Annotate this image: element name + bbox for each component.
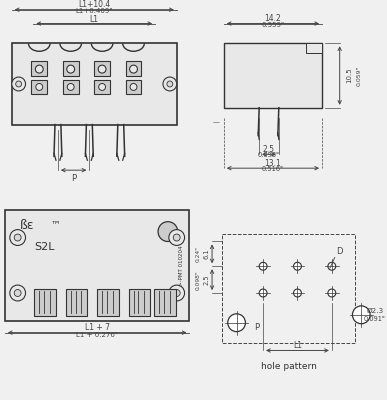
Bar [63, 61, 79, 76]
Bar [154, 289, 176, 316]
Circle shape [169, 230, 185, 246]
Circle shape [259, 262, 267, 270]
Bar [66, 289, 87, 316]
Circle shape [158, 222, 178, 242]
Circle shape [67, 65, 75, 73]
Text: ™: ™ [50, 219, 60, 229]
Circle shape [163, 77, 177, 91]
Bar [306, 43, 322, 53]
Bar [31, 61, 47, 76]
Circle shape [173, 234, 180, 241]
Bar [94, 61, 110, 76]
Circle shape [35, 65, 43, 73]
Text: L1: L1 [90, 15, 99, 24]
Text: D: D [336, 247, 343, 256]
Text: hole pattern: hole pattern [261, 362, 317, 371]
Text: Ø2.3: Ø2.3 [366, 308, 384, 314]
Circle shape [10, 230, 26, 246]
Text: P: P [71, 174, 76, 182]
Circle shape [14, 234, 21, 241]
Text: P: P [253, 323, 259, 332]
Text: 10.5: 10.5 [346, 68, 353, 83]
Text: 0.098": 0.098" [258, 152, 280, 158]
Text: 0.091": 0.091" [364, 316, 386, 322]
Text: >-PMT 010204: >-PMT 010204 [179, 245, 184, 286]
Circle shape [130, 65, 137, 73]
Bar [31, 80, 47, 94]
Text: —: — [212, 120, 219, 126]
Circle shape [12, 77, 26, 91]
Circle shape [328, 262, 336, 270]
Text: 6.1: 6.1 [203, 249, 209, 259]
Bar [12, 43, 177, 124]
Circle shape [353, 306, 370, 324]
Bar [97, 289, 119, 316]
Circle shape [294, 262, 301, 270]
Text: L1 + 7: L1 + 7 [85, 323, 110, 332]
Text: L1: L1 [293, 341, 302, 350]
Circle shape [67, 84, 74, 90]
Bar [128, 289, 150, 316]
Circle shape [228, 314, 245, 332]
Bar [222, 234, 355, 342]
Circle shape [167, 81, 173, 87]
Text: L1+10.4: L1+10.4 [78, 0, 110, 9]
Text: S2L: S2L [34, 242, 55, 252]
Circle shape [98, 65, 106, 73]
Circle shape [259, 289, 267, 297]
Circle shape [99, 84, 106, 90]
Bar [94, 80, 110, 94]
Bar [34, 289, 56, 316]
Bar [5, 210, 190, 321]
Text: L1+0.409": L1+0.409" [75, 8, 113, 14]
Bar [126, 61, 141, 76]
Text: 2.5: 2.5 [203, 274, 209, 285]
Circle shape [328, 289, 336, 297]
Bar [224, 43, 322, 108]
Bar [126, 80, 141, 94]
Text: 14.2: 14.2 [265, 14, 281, 23]
Circle shape [130, 84, 137, 90]
Circle shape [36, 84, 43, 90]
Circle shape [16, 81, 22, 87]
Circle shape [169, 285, 185, 301]
Circle shape [10, 285, 26, 301]
Bar [63, 80, 79, 94]
Text: 2.5: 2.5 [263, 145, 275, 154]
Text: 0.24": 0.24" [196, 246, 201, 262]
Text: 13.1: 13.1 [265, 159, 281, 168]
Circle shape [14, 290, 21, 296]
Text: L1 + 0.276": L1 + 0.276" [76, 332, 118, 338]
Text: 0.059": 0.059" [357, 65, 362, 86]
Text: 0.559": 0.559" [261, 22, 284, 28]
Circle shape [173, 290, 180, 296]
Text: ßε: ßε [20, 219, 35, 232]
Circle shape [294, 289, 301, 297]
Text: 0.516": 0.516" [262, 166, 284, 172]
Text: 0.098": 0.098" [196, 270, 201, 290]
